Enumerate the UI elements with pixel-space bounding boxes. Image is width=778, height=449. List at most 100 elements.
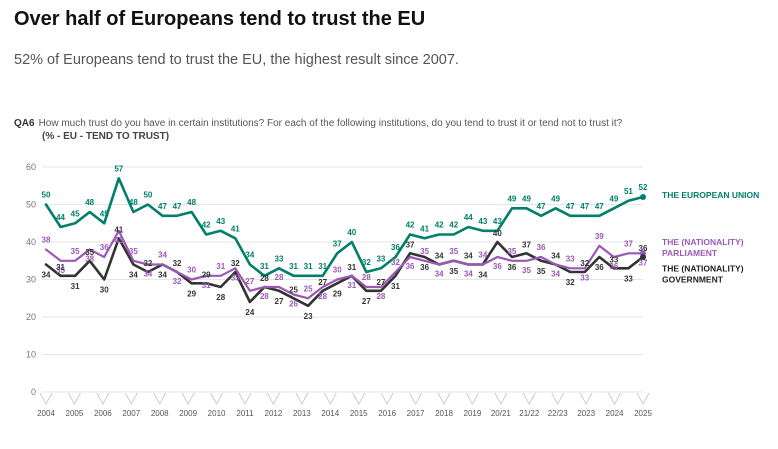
data-label: 57 [114, 164, 123, 173]
data-label: 38 [85, 255, 94, 264]
data-label: 41 [231, 224, 240, 233]
data-label: 30 [333, 266, 342, 275]
data-label: 49 [507, 194, 516, 203]
data-label: 29 [333, 289, 342, 298]
x-tick-mark [494, 392, 508, 406]
data-label: 48 [187, 198, 196, 207]
x-tick-label: 2007 [122, 409, 140, 418]
x-tick-mark [437, 392, 451, 406]
data-label: 27 [362, 297, 371, 306]
data-label: 34 [478, 251, 487, 260]
data-label: 31 [260, 262, 269, 271]
data-label: 35 [56, 266, 65, 275]
y-tick-label: 10 [26, 350, 36, 360]
data-label: 31 [56, 263, 65, 272]
x-tick-label: 2008 [151, 409, 169, 418]
data-label: 35 [449, 247, 458, 256]
question-subtitle: (% - EU - TEND TO TRUST) [42, 131, 170, 142]
data-label: 36 [391, 243, 400, 252]
x-tick-mark [551, 392, 565, 406]
data-label: 44 [464, 213, 473, 222]
data-label: 32 [173, 277, 182, 286]
x-tick-label: 2018 [435, 409, 453, 418]
data-label: 25 [304, 284, 313, 293]
data-label: 34 [129, 271, 138, 280]
data-label: 47 [566, 202, 575, 211]
data-label: 34 [158, 271, 167, 280]
data-label: 49 [609, 194, 618, 203]
data-label: 30 [187, 266, 196, 275]
data-label: 45 [71, 209, 80, 218]
data-label: 48 [129, 198, 138, 207]
x-tick-mark [608, 392, 622, 406]
data-label: 47 [580, 202, 589, 211]
data-label: 34 [478, 271, 487, 280]
data-label: 36 [609, 262, 618, 271]
data-label: 37 [624, 239, 633, 248]
x-tick-label: 22/23 [548, 409, 569, 418]
data-label: 32 [143, 259, 152, 268]
x-tick-label: 2004 [37, 409, 55, 418]
data-label: 35 [507, 247, 516, 256]
data-label: 33 [376, 254, 385, 263]
x-tick-label: 20/21 [491, 409, 512, 418]
data-label: 48 [85, 198, 94, 207]
x-tick-mark [380, 392, 394, 406]
x-tick-mark [352, 392, 366, 406]
data-label: 41 [420, 224, 429, 233]
chart-subheadline: 52% of Europeans tend to trust the EU, t… [14, 52, 459, 68]
y-tick-label: 40 [26, 237, 36, 247]
x-tick-mark [465, 392, 479, 406]
data-label: 27 [318, 278, 327, 287]
x-tick-label: 2006 [94, 409, 112, 418]
data-label: 29 [202, 270, 211, 279]
data-label: 31 [216, 262, 225, 271]
data-label: 32 [580, 259, 589, 268]
data-label: 34 [551, 270, 560, 279]
data-label: 42 [435, 221, 444, 230]
data-label: 50 [143, 191, 152, 200]
data-label: 32 [362, 258, 371, 267]
x-tick-mark [295, 392, 309, 406]
data-label: 42 [449, 221, 458, 230]
data-label: 33 [580, 273, 589, 282]
data-label: 37 [333, 239, 342, 248]
data-label: 34 [245, 251, 254, 260]
series-line [44, 177, 645, 278]
data-label: 42 [406, 221, 415, 230]
data-label: 27 [275, 297, 284, 306]
data-label: 36 [507, 263, 516, 272]
legend-label: GOVERNMENT [662, 274, 724, 284]
x-tick-label: 2019 [464, 409, 482, 418]
data-label: 35 [85, 248, 94, 257]
x-tick-mark [323, 392, 337, 406]
question-text: How much trust do you have in certain in… [38, 118, 623, 129]
data-label: 47 [595, 202, 604, 211]
data-label: 36 [406, 262, 415, 271]
data-label: 37 [639, 258, 648, 267]
data-label: 31 [202, 281, 211, 290]
chart-headline: Over half of Europeans tend to trust the… [14, 8, 426, 30]
x-tick-label: 2005 [66, 409, 84, 418]
x-tick-mark [124, 392, 138, 406]
series-line [44, 237, 645, 308]
data-label: 36 [100, 243, 109, 252]
data-label: 47 [537, 202, 546, 211]
data-label: 43 [114, 236, 123, 245]
data-label: 28 [260, 274, 269, 283]
data-label: 31 [71, 282, 80, 291]
data-label: 49 [522, 194, 531, 203]
data-label: 23 [304, 312, 313, 321]
data-label: 26 [289, 300, 298, 309]
data-label: 43 [216, 217, 225, 226]
data-label: 34 [435, 252, 444, 261]
data-label: 51 [624, 187, 633, 196]
data-label: 35 [129, 247, 138, 256]
x-tick-mark [96, 392, 110, 406]
x-tick-mark [238, 392, 252, 406]
data-label: 28 [376, 292, 385, 301]
data-label: 38 [42, 236, 51, 245]
x-tick-label: 2017 [407, 409, 425, 418]
data-label: 34 [464, 270, 473, 279]
